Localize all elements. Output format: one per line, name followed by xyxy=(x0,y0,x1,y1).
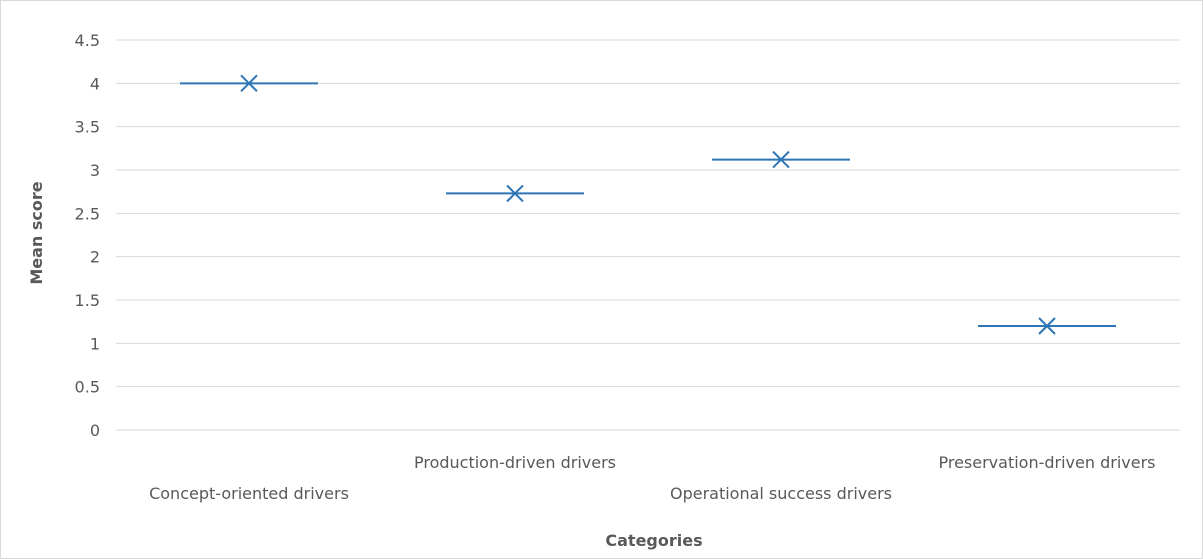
category-labels: Concept-oriented drivers Production-drive… xyxy=(149,453,1155,503)
y-tick-label: 2.5 xyxy=(75,204,100,223)
y-tick-label: 3.5 xyxy=(75,118,100,137)
y-tick-label: 4.5 xyxy=(75,31,100,50)
y-tick-label: 0.5 xyxy=(75,378,100,397)
data-point xyxy=(446,184,584,203)
data-point xyxy=(180,74,318,93)
gridlines xyxy=(116,39,1180,431)
data-point xyxy=(978,317,1116,335)
x-marker-stroke xyxy=(506,184,524,203)
y-tick-label: 1.5 xyxy=(75,291,100,310)
x-marker-stroke xyxy=(240,74,258,93)
x-marker-stroke xyxy=(772,150,790,169)
x-marker-stroke xyxy=(1038,317,1056,335)
category-label: Production-driven drivers xyxy=(414,453,616,472)
y-tick-label: 4 xyxy=(90,74,100,93)
x-axis-title: Categories xyxy=(605,531,702,550)
y-axis-title: Mean score xyxy=(27,181,46,284)
data-point xyxy=(712,150,850,169)
category-label: Operational success drivers xyxy=(670,484,892,503)
y-tick-label: 2 xyxy=(90,248,100,267)
y-tick-label: 3 xyxy=(90,161,100,180)
y-tick-label: 0 xyxy=(90,421,100,440)
category-label: Preservation-driven drivers xyxy=(938,453,1155,472)
category-label: Concept-oriented drivers xyxy=(149,484,349,503)
y-tick-label: 1 xyxy=(90,334,100,353)
data-marks xyxy=(180,74,1116,335)
y-tick-labels: 0 0.5 1 1.5 2 2.5 3 3.5 4 4.5 xyxy=(75,31,100,440)
